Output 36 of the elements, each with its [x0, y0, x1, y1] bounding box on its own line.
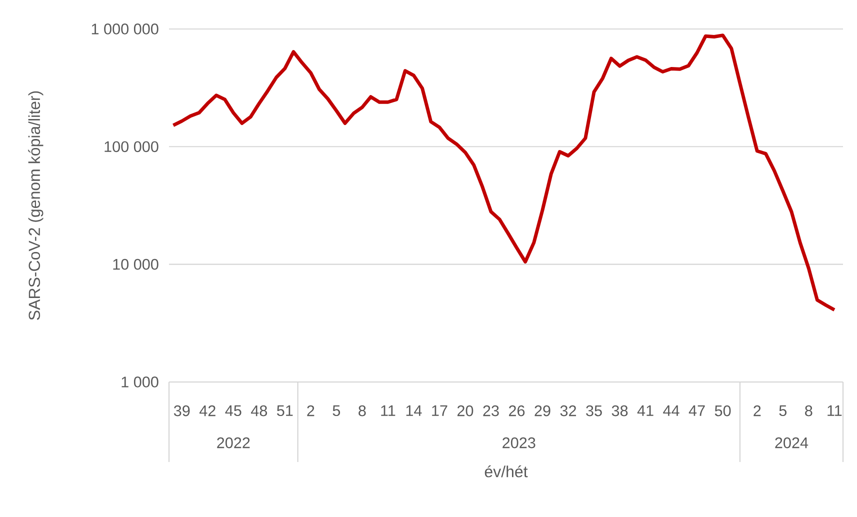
x-tick-label: 42 — [199, 405, 216, 416]
x-tick-label: 32 — [560, 405, 576, 416]
y-tick-label: 1 000 000 — [92, 24, 158, 34]
x-tick-label: 14 — [406, 405, 422, 416]
x-tick-label: 45 — [225, 405, 242, 416]
x-tick-label: 8 — [805, 405, 812, 416]
text: 2024 — [775, 437, 808, 448]
x-tick-label: 44 — [663, 405, 680, 416]
y-tick-label: 100 000 — [104, 141, 158, 152]
x-tick-label: 5 — [779, 405, 787, 416]
x-tick-label: 38 — [612, 405, 628, 416]
x-tick-label: 8 — [358, 405, 366, 416]
x-tick-label: 2 — [307, 405, 314, 416]
line-series — [172, 34, 836, 312]
x-tick-label: 39 — [174, 405, 190, 416]
x-tick-label: 50 — [714, 405, 731, 416]
text: 2023 — [502, 437, 536, 448]
x-tick-label: 20 — [457, 405, 474, 416]
x-tick-label: 5 — [332, 405, 340, 416]
x-tick-label: 23 — [483, 405, 499, 416]
y-axis-title: SARS-CoV-2 (genom kópia/liter) — [28, 91, 44, 320]
x-tick-label: 26 — [508, 405, 525, 416]
y-tick-label: 1 000 — [122, 376, 158, 388]
y-tick-label: 10 000 — [113, 258, 158, 270]
text: 2022 — [217, 437, 250, 448]
x-tick-label: 47 — [688, 405, 705, 416]
x-tick-label: 51 — [276, 405, 293, 416]
x-tick-label: 17 — [432, 405, 448, 416]
x-tick-label: 2 — [754, 405, 761, 416]
x-tick-label: 35 — [586, 405, 602, 416]
x-axis-title: év/hét — [484, 465, 528, 478]
x-tick-label: 11 — [828, 405, 842, 416]
x-tick-label: 11 — [381, 405, 396, 416]
x-tick-label: 41 — [637, 405, 654, 416]
x-tick-label: 48 — [250, 405, 268, 416]
x-tick-label: 29 — [534, 405, 550, 416]
